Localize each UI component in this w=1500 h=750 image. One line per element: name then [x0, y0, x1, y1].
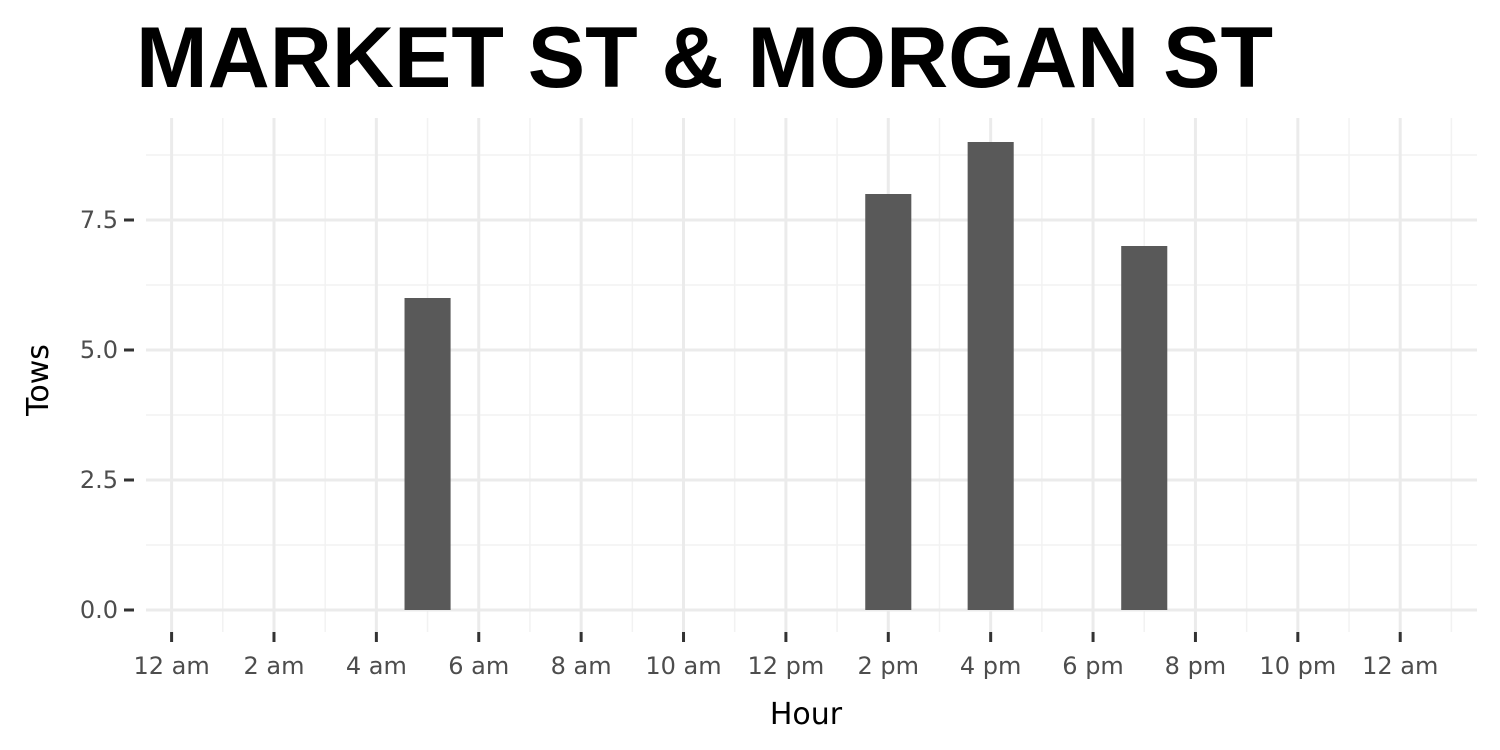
bar-19	[1121, 246, 1168, 610]
x-tick-label: 12 am	[1362, 652, 1438, 680]
x-tick-label: 4 pm	[960, 652, 1022, 680]
x-tick-label: 10 am	[645, 652, 721, 680]
y-tick-label: 5.0	[80, 336, 118, 364]
chart-title: MARKET ST & MORGAN ST	[136, 10, 1274, 106]
x-tick-label: 6 am	[448, 652, 509, 680]
x-tick-label: 10 pm	[1259, 652, 1336, 680]
x-tick-label: 2 pm	[858, 652, 920, 680]
bar-16	[967, 142, 1014, 610]
x-tick-label: 12 pm	[748, 652, 825, 680]
y-tick-label: 7.5	[80, 206, 118, 234]
x-tick-label: 8 pm	[1165, 652, 1227, 680]
x-axis: 12 am 2 am 4 am 6 am 8 am 10 am 12 pm 2 pm 4 pm 6…	[133, 632, 1438, 680]
bars-layer	[404, 142, 1168, 610]
x-tick-label: 12 am	[133, 652, 209, 680]
x-axis-title: Hour	[770, 697, 843, 732]
x-tick-label: 8 am	[551, 652, 612, 680]
y-axis-title: Tows	[21, 344, 56, 417]
y-axis: 0.0 2.5 5.0 7.5	[80, 206, 134, 624]
x-tick-label: 4 am	[346, 652, 407, 680]
y-tick-label: 2.5	[80, 466, 118, 494]
x-tick-label: 2 am	[243, 652, 304, 680]
bar-14	[865, 194, 912, 610]
x-tick-label: 6 pm	[1062, 652, 1124, 680]
bar-5	[404, 298, 451, 610]
y-tick-label: 0.0	[80, 596, 118, 624]
grid-layer	[146, 118, 1477, 632]
